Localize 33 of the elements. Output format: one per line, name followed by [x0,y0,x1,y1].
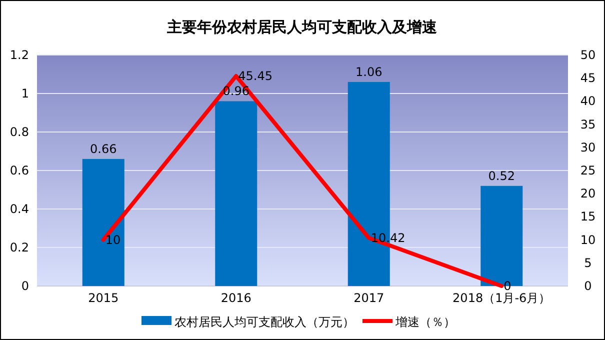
x-tick-label: 2015 [88,291,119,305]
y2-tick-label: 30 [580,140,596,154]
y2-tick-label: 40 [580,94,596,108]
data-label: 10 [105,232,121,247]
x-tick-label: 2018（1月-6月） [452,291,551,305]
y-tick-label: 1 [21,86,29,100]
data-label: 0.66 [90,142,117,156]
chart-title: 主要年份农村居民人均可支配收入及增速 [166,18,438,36]
legend-label: 增速（％） [394,315,456,329]
data-label: 1.06 [356,64,382,79]
y-tick-label: 1.2 [10,48,29,62]
data-label: 45.45 [238,69,272,84]
bar [82,158,124,286]
data-label: 10.42 [370,230,406,245]
data-label: 0.52 [488,168,515,183]
y2-tick-label: 5 [584,256,592,270]
bar [215,101,258,286]
y-tick-label: 0.8 [10,125,29,139]
x-tick-label: 2016 [220,291,252,305]
y2-tick-label: 45 [580,71,596,86]
y2-tick-label: 10 [580,232,596,247]
legend-label: 农村居民人均可支配收入（万元） [174,315,354,329]
y-tick-label: 0.6 [10,164,29,178]
y2-tick-label: 35 [580,117,596,132]
y2-tick-label: 15 [580,210,596,224]
y2-tick-label: 50 [580,48,596,62]
y-tick-label: 0.4 [10,202,29,216]
y2-tick-label: 20 [580,186,596,201]
y-tick-label: 0.2 [10,240,29,254]
y2-tick-label: 25 [580,164,596,178]
y2-tick-label: 0 [584,279,592,293]
x-tick-label: 2017 [354,291,384,305]
y-tick-label: 0 [21,279,29,293]
